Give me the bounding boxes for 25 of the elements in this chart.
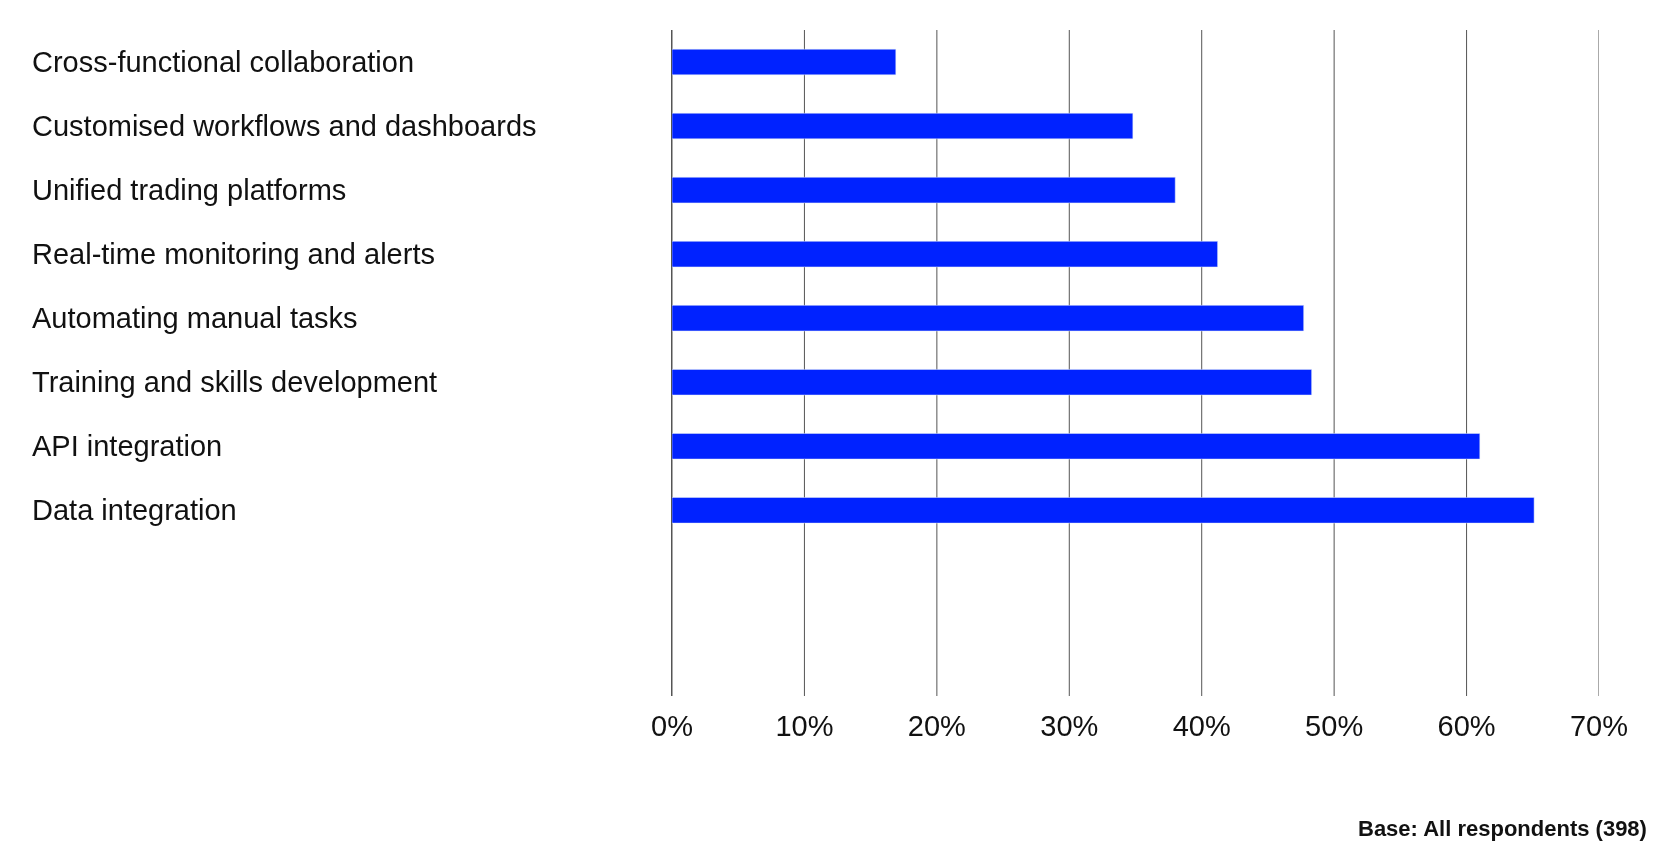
- y-tick-label: Automating manual tasks: [32, 302, 358, 334]
- x-tick-label: 50%: [1305, 710, 1364, 742]
- bar: [672, 241, 1218, 268]
- bar: [672, 113, 1134, 140]
- y-tick-label: Customised workflows and dashboards: [32, 110, 537, 142]
- y-tick-label: Training and skills development: [32, 366, 438, 398]
- bar: [672, 369, 1312, 396]
- y-tick-label: Cross-functional collaboration: [32, 46, 415, 78]
- x-tick-label: 10%: [775, 710, 834, 742]
- y-tick-label: Data integration: [32, 494, 237, 526]
- x-tick-label: 20%: [907, 710, 966, 742]
- bar: [672, 433, 1481, 460]
- bar: [672, 48, 897, 76]
- bar: [672, 305, 1304, 332]
- bar: [672, 177, 1176, 204]
- x-tick-label: 40%: [1172, 710, 1231, 742]
- y-tick-label: Real-time monitoring and alerts: [32, 238, 435, 270]
- text: Base: All respondents (398): [1358, 816, 1647, 841]
- x-tick-label: 30%: [1040, 710, 1099, 742]
- x-tick-label: 0%: [651, 710, 693, 742]
- y-tick-label: Unified trading platforms: [32, 174, 347, 206]
- x-tick-label: 60%: [1437, 710, 1496, 742]
- y-tick-label: API integration: [32, 430, 223, 462]
- x-tick-label: 70%: [1569, 710, 1629, 742]
- bar: [672, 497, 1535, 524]
